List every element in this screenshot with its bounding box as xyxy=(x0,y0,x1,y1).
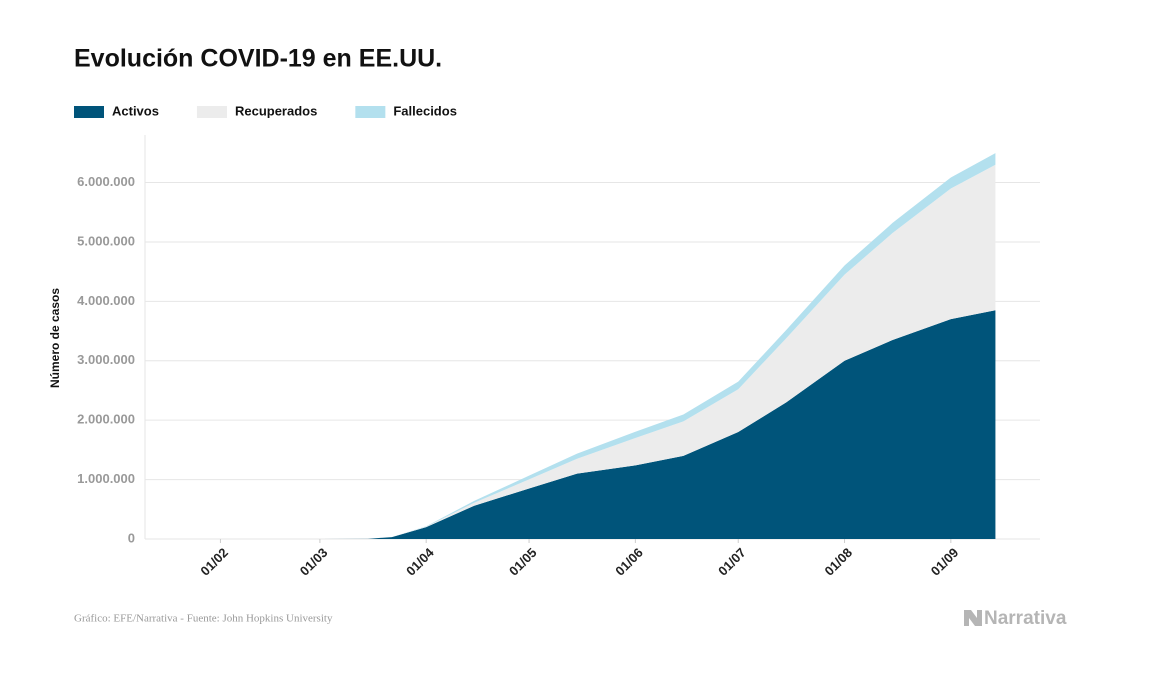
y-tick-label: 0 xyxy=(128,530,135,545)
area xyxy=(186,164,996,540)
source-note: Gráfico: EFE/Narrativa - Fuente: John Ho… xyxy=(74,613,333,625)
y-tick-label: 1.000.000 xyxy=(77,471,135,486)
logo-text: Narrativa xyxy=(984,608,1067,629)
x-tick-label: 01/06 xyxy=(612,545,646,579)
x-tick-label: 01/02 xyxy=(197,545,231,579)
y-tick-label: 3.000.000 xyxy=(77,352,135,367)
legend-label: Fallecidos xyxy=(393,103,457,118)
x-tick-label: 01/09 xyxy=(928,545,962,579)
y-axis-label: Número de casos xyxy=(48,288,62,388)
x-tick-label: 01/03 xyxy=(297,545,331,579)
legend-label: Activos xyxy=(112,103,159,118)
y-tick-label: 4.000.000 xyxy=(77,293,135,308)
legend-swatch xyxy=(74,106,104,118)
y-tick-label: 5.000.000 xyxy=(77,233,135,248)
legend-swatch xyxy=(196,106,227,118)
x-tick-label: 01/05 xyxy=(506,545,540,579)
x-tick-label: 01/04 xyxy=(403,544,437,578)
legend-swatch xyxy=(355,106,386,118)
x-tick-label: 01/08 xyxy=(821,545,855,579)
legend-label: Recuperados xyxy=(235,103,317,118)
area xyxy=(186,310,996,539)
y-tick-label: 2.000.000 xyxy=(77,412,135,427)
chart-title: Evolución COVID-19 en EE.UU. xyxy=(74,45,442,73)
logo-icon xyxy=(964,610,982,626)
x-tick-label: 01/07 xyxy=(715,545,749,579)
y-tick-label: 6.000.000 xyxy=(77,174,135,189)
logo: Narrativa xyxy=(964,608,1067,629)
